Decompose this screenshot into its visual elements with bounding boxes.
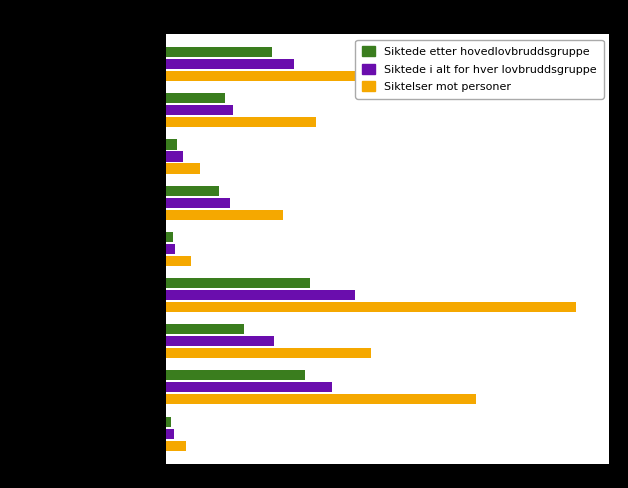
- Bar: [166, 93, 225, 103]
- Bar: [166, 140, 178, 150]
- Bar: [166, 382, 332, 392]
- Bar: [166, 336, 274, 346]
- Bar: [166, 256, 192, 266]
- Bar: [166, 47, 271, 57]
- Legend: Siktede etter hovedlovbruddsgruppe, Siktede i alt for hver lovbruddsgruppe, Sikt: Siktede etter hovedlovbruddsgruppe, Sikt…: [355, 40, 604, 99]
- Bar: [166, 416, 171, 427]
- Bar: [166, 210, 283, 220]
- Bar: [166, 117, 316, 127]
- Bar: [166, 278, 310, 288]
- Bar: [166, 370, 305, 381]
- Bar: [166, 105, 233, 116]
- Bar: [166, 441, 186, 451]
- Bar: [166, 302, 576, 312]
- Bar: [166, 324, 244, 334]
- Bar: [166, 59, 294, 69]
- Bar: [166, 348, 371, 358]
- Bar: [166, 151, 183, 162]
- Bar: [166, 394, 476, 405]
- Bar: [166, 232, 173, 242]
- Bar: [166, 428, 174, 439]
- Bar: [166, 290, 355, 300]
- Bar: [166, 185, 219, 196]
- Bar: [166, 244, 175, 254]
- Bar: [166, 71, 399, 81]
- Bar: [166, 198, 230, 208]
- Bar: [166, 163, 200, 174]
